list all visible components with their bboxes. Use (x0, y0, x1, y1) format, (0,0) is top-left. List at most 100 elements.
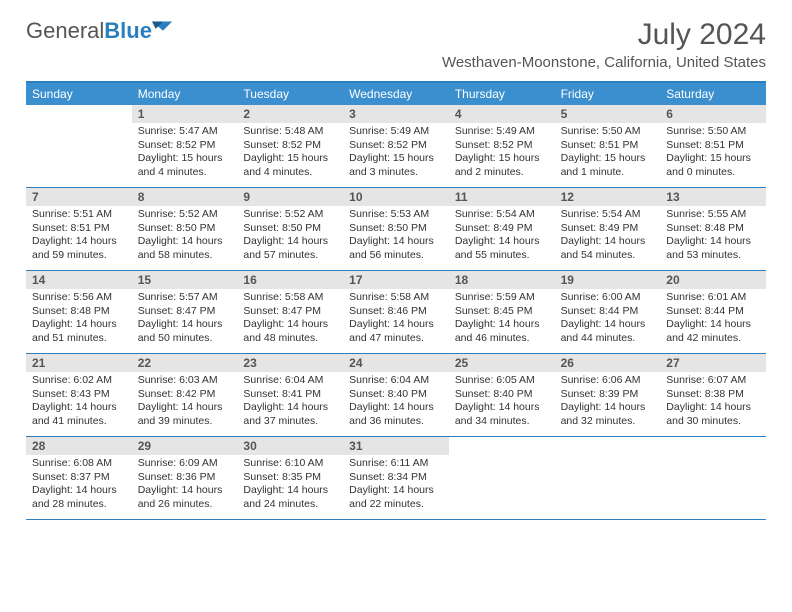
day-body (555, 441, 661, 447)
day-number: 20 (660, 271, 766, 289)
day-cell: 28Sunrise: 6:08 AMSunset: 8:37 PMDayligh… (26, 437, 132, 519)
day-number: 25 (449, 354, 555, 372)
day-cell: 16Sunrise: 5:58 AMSunset: 8:47 PMDayligh… (237, 271, 343, 353)
day-cell: 30Sunrise: 6:10 AMSunset: 8:35 PMDayligh… (237, 437, 343, 519)
month-title: July 2024 (442, 18, 766, 52)
day-number: 22 (132, 354, 238, 372)
day-number: 26 (555, 354, 661, 372)
day-body: Sunrise: 5:58 AMSunset: 8:47 PMDaylight:… (237, 289, 343, 350)
day-cell: 31Sunrise: 6:11 AMSunset: 8:34 PMDayligh… (343, 437, 449, 519)
day-cell: 19Sunrise: 6:00 AMSunset: 8:44 PMDayligh… (555, 271, 661, 353)
logo: GeneralBlue (26, 18, 174, 44)
dow-thursday: Thursday (449, 83, 555, 105)
day-cell: 11Sunrise: 5:54 AMSunset: 8:49 PMDayligh… (449, 188, 555, 270)
day-cell: 3Sunrise: 5:49 AMSunset: 8:52 PMDaylight… (343, 105, 449, 187)
day-body: Sunrise: 5:53 AMSunset: 8:50 PMDaylight:… (343, 206, 449, 267)
day-number: 21 (26, 354, 132, 372)
day-number: 8 (132, 188, 238, 206)
day-body: Sunrise: 5:50 AMSunset: 8:51 PMDaylight:… (555, 123, 661, 184)
day-cell: 10Sunrise: 5:53 AMSunset: 8:50 PMDayligh… (343, 188, 449, 270)
day-cell: 20Sunrise: 6:01 AMSunset: 8:44 PMDayligh… (660, 271, 766, 353)
day-number: 4 (449, 105, 555, 123)
day-body: Sunrise: 6:03 AMSunset: 8:42 PMDaylight:… (132, 372, 238, 433)
day-body: Sunrise: 5:48 AMSunset: 8:52 PMDaylight:… (237, 123, 343, 184)
day-body (660, 441, 766, 447)
week-row: 1Sunrise: 5:47 AMSunset: 8:52 PMDaylight… (26, 105, 766, 188)
day-body: Sunrise: 6:08 AMSunset: 8:37 PMDaylight:… (26, 455, 132, 516)
day-cell: 24Sunrise: 6:04 AMSunset: 8:40 PMDayligh… (343, 354, 449, 436)
dow-saturday: Saturday (660, 83, 766, 105)
day-number: 9 (237, 188, 343, 206)
header: GeneralBlue July 2024 Westhaven-Moonston… (26, 18, 766, 71)
dow-row: SundayMondayTuesdayWednesdayThursdayFrid… (26, 83, 766, 105)
day-body: Sunrise: 6:00 AMSunset: 8:44 PMDaylight:… (555, 289, 661, 350)
dow-sunday: Sunday (26, 83, 132, 105)
day-body: Sunrise: 5:58 AMSunset: 8:46 PMDaylight:… (343, 289, 449, 350)
day-body: Sunrise: 5:57 AMSunset: 8:47 PMDaylight:… (132, 289, 238, 350)
day-cell: 23Sunrise: 6:04 AMSunset: 8:41 PMDayligh… (237, 354, 343, 436)
day-number: 11 (449, 188, 555, 206)
day-number: 31 (343, 437, 449, 455)
day-cell: 29Sunrise: 6:09 AMSunset: 8:36 PMDayligh… (132, 437, 238, 519)
week-row: 28Sunrise: 6:08 AMSunset: 8:37 PMDayligh… (26, 437, 766, 520)
day-body: Sunrise: 6:05 AMSunset: 8:40 PMDaylight:… (449, 372, 555, 433)
day-number: 24 (343, 354, 449, 372)
day-number: 5 (555, 105, 661, 123)
day-number: 7 (26, 188, 132, 206)
day-number: 30 (237, 437, 343, 455)
day-body: Sunrise: 5:49 AMSunset: 8:52 PMDaylight:… (449, 123, 555, 184)
day-number: 19 (555, 271, 661, 289)
dow-monday: Monday (132, 83, 238, 105)
dow-wednesday: Wednesday (343, 83, 449, 105)
day-body: Sunrise: 5:50 AMSunset: 8:51 PMDaylight:… (660, 123, 766, 184)
day-cell: 2Sunrise: 5:48 AMSunset: 8:52 PMDaylight… (237, 105, 343, 187)
day-number: 10 (343, 188, 449, 206)
week-row: 7Sunrise: 5:51 AMSunset: 8:51 PMDaylight… (26, 188, 766, 271)
day-number: 14 (26, 271, 132, 289)
day-body: Sunrise: 5:54 AMSunset: 8:49 PMDaylight:… (555, 206, 661, 267)
day-body: Sunrise: 6:11 AMSunset: 8:34 PMDaylight:… (343, 455, 449, 516)
empty-cell (26, 105, 132, 187)
day-number: 18 (449, 271, 555, 289)
day-number: 29 (132, 437, 238, 455)
day-number: 17 (343, 271, 449, 289)
day-body: Sunrise: 5:54 AMSunset: 8:49 PMDaylight:… (449, 206, 555, 267)
day-number: 27 (660, 354, 766, 372)
day-body: Sunrise: 6:06 AMSunset: 8:39 PMDaylight:… (555, 372, 661, 433)
day-body: Sunrise: 6:02 AMSunset: 8:43 PMDaylight:… (26, 372, 132, 433)
day-cell: 26Sunrise: 6:06 AMSunset: 8:39 PMDayligh… (555, 354, 661, 436)
day-number: 13 (660, 188, 766, 206)
day-body: Sunrise: 5:51 AMSunset: 8:51 PMDaylight:… (26, 206, 132, 267)
day-cell: 6Sunrise: 5:50 AMSunset: 8:51 PMDaylight… (660, 105, 766, 187)
week-row: 14Sunrise: 5:56 AMSunset: 8:48 PMDayligh… (26, 271, 766, 354)
week-row: 21Sunrise: 6:02 AMSunset: 8:43 PMDayligh… (26, 354, 766, 437)
day-body: Sunrise: 6:07 AMSunset: 8:38 PMDaylight:… (660, 372, 766, 433)
day-cell: 18Sunrise: 5:59 AMSunset: 8:45 PMDayligh… (449, 271, 555, 353)
day-number: 12 (555, 188, 661, 206)
day-body: Sunrise: 5:49 AMSunset: 8:52 PMDaylight:… (343, 123, 449, 184)
day-body: Sunrise: 5:55 AMSunset: 8:48 PMDaylight:… (660, 206, 766, 267)
calendar: SundayMondayTuesdayWednesdayThursdayFrid… (26, 81, 766, 520)
day-number: 15 (132, 271, 238, 289)
day-body (26, 109, 132, 115)
dow-tuesday: Tuesday (237, 83, 343, 105)
day-body: Sunrise: 5:59 AMSunset: 8:45 PMDaylight:… (449, 289, 555, 350)
day-cell: 27Sunrise: 6:07 AMSunset: 8:38 PMDayligh… (660, 354, 766, 436)
day-body: Sunrise: 6:10 AMSunset: 8:35 PMDaylight:… (237, 455, 343, 516)
day-cell: 8Sunrise: 5:52 AMSunset: 8:50 PMDaylight… (132, 188, 238, 270)
day-cell: 4Sunrise: 5:49 AMSunset: 8:52 PMDaylight… (449, 105, 555, 187)
location: Westhaven-Moonstone, California, United … (442, 54, 766, 71)
dow-friday: Friday (555, 83, 661, 105)
empty-cell (660, 437, 766, 519)
day-cell: 9Sunrise: 5:52 AMSunset: 8:50 PMDaylight… (237, 188, 343, 270)
day-body: Sunrise: 6:04 AMSunset: 8:41 PMDaylight:… (237, 372, 343, 433)
day-number: 1 (132, 105, 238, 123)
day-cell: 5Sunrise: 5:50 AMSunset: 8:51 PMDaylight… (555, 105, 661, 187)
day-cell: 1Sunrise: 5:47 AMSunset: 8:52 PMDaylight… (132, 105, 238, 187)
day-number: 2 (237, 105, 343, 123)
day-number: 28 (26, 437, 132, 455)
day-cell: 17Sunrise: 5:58 AMSunset: 8:46 PMDayligh… (343, 271, 449, 353)
day-body: Sunrise: 6:09 AMSunset: 8:36 PMDaylight:… (132, 455, 238, 516)
logo-text: GeneralBlue (26, 18, 152, 44)
day-cell: 7Sunrise: 5:51 AMSunset: 8:51 PMDaylight… (26, 188, 132, 270)
